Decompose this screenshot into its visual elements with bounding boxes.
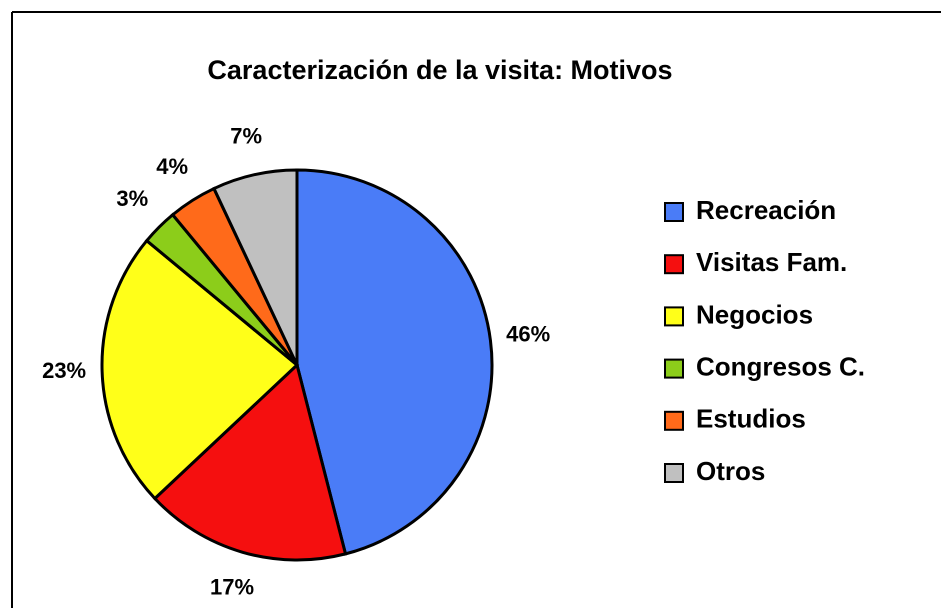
- chart-title: Caracterización de la visita: Motivos: [207, 55, 672, 85]
- pie-slice: [295, 168, 494, 556]
- legend-swatch: [664, 463, 684, 483]
- legend-label: Visitas Fam.: [696, 247, 847, 277]
- data-label: 46%: [506, 322, 550, 347]
- data-label: 7%: [230, 123, 262, 148]
- legend-label: Recreación: [696, 195, 836, 225]
- legend-swatch: [664, 202, 684, 222]
- legend-label: Estudios: [696, 404, 806, 434]
- data-label: 3%: [116, 186, 148, 211]
- legend-swatch: [664, 410, 684, 431]
- legend-swatch: [664, 306, 684, 327]
- pie-slice: [152, 362, 348, 562]
- legend-swatch: [664, 358, 684, 379]
- legend-label: Negocios: [696, 299, 813, 329]
- data-label: 4%: [156, 154, 188, 179]
- data-label: 23%: [42, 358, 86, 383]
- legend-label: Otros: [696, 456, 765, 486]
- data-label: 17%: [210, 575, 254, 600]
- pie-slice: [211, 168, 299, 366]
- pie-slice: [100, 238, 300, 501]
- legend-label: Congresos C.: [696, 351, 865, 381]
- legend-swatch: [664, 254, 684, 275]
